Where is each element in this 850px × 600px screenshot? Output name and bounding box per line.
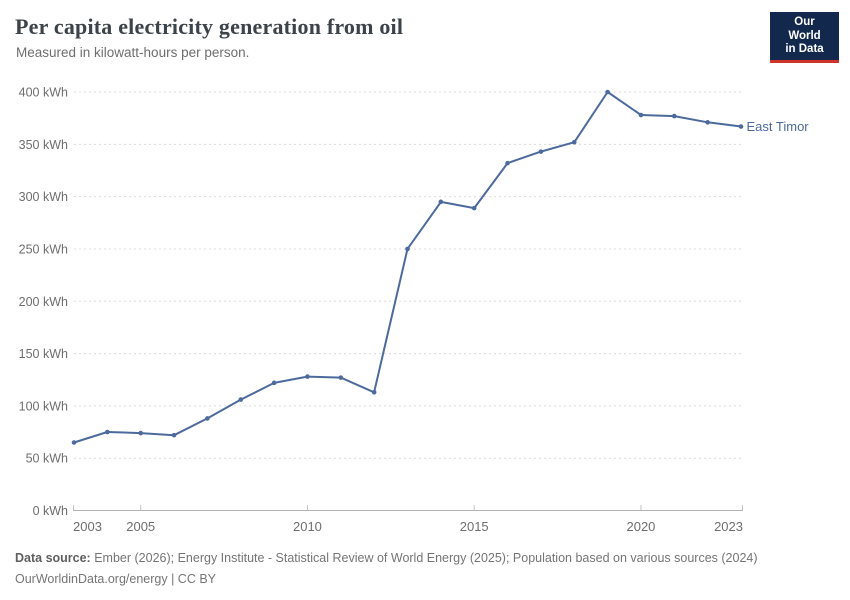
y-tick-label: 0 kWh (33, 504, 68, 518)
y-tick-label: 350 kWh (19, 138, 68, 152)
y-tick-label: 400 kWh (19, 86, 68, 100)
data-point-marker[interactable] (471, 205, 477, 211)
chart-canvas[interactable]: 0 kWh 50 kWh 100 kWh 150 kWh 200 kWh 250 kWh 3… (0, 0, 850, 545)
data-point-marker[interactable] (638, 112, 644, 118)
data-point-marker[interactable] (405, 246, 410, 252)
data-point-marker[interactable] (205, 416, 210, 421)
data-point-marker[interactable] (705, 120, 710, 125)
data-point-marker[interactable] (605, 89, 610, 95)
data-point-marker[interactable] (238, 397, 244, 402)
data-point-marker[interactable] (71, 440, 77, 445)
y-tick-label: 150 kWh (19, 347, 68, 361)
data-point-marker[interactable] (738, 124, 744, 129)
owid-logo[interactable]: Our World in Data (770, 12, 839, 63)
data-point-marker[interactable] (438, 199, 444, 205)
y-tick-label: 250 kWh (19, 242, 68, 256)
x-tick-label: 2005 (126, 519, 155, 534)
license-line: OurWorldinData.org/energy | CC BY (15, 572, 217, 586)
chart-footer: Data source: Ember (2026); Energy Instit… (15, 548, 758, 590)
data-point-marker[interactable] (338, 375, 344, 380)
data-source-text: Ember (2026); Energy Institute - Statist… (94, 551, 758, 565)
data-point-marker[interactable] (571, 139, 577, 145)
page-title: Per capita electricity generation from o… (15, 14, 404, 39)
data-source-label: Data source: (15, 551, 91, 565)
x-tick-label: 2023 (714, 519, 743, 534)
owid-logo-line2: in Data (785, 43, 824, 55)
data-source-line: Data source: Ember (2026); Energy Instit… (15, 548, 758, 569)
data-point-marker[interactable] (505, 160, 510, 166)
data-point-marker[interactable] (538, 149, 544, 154)
data-point-marker[interactable] (271, 380, 277, 386)
y-tick-label: 100 kWh (19, 399, 68, 413)
chart-subtitle: Measured in kilowatt-hours per person. (16, 45, 250, 60)
y-tick-label: 300 kWh (19, 190, 68, 204)
data-point-marker[interactable] (305, 374, 310, 379)
y-tick-label: 200 kWh (19, 295, 68, 309)
y-tick-label: 50 kWh (26, 452, 68, 466)
data-point-marker[interactable] (105, 429, 110, 435)
owid-logo-line1: Our World (788, 16, 821, 42)
series-end-label: East Timor (747, 119, 810, 134)
x-tick-label: 2020 (626, 519, 655, 534)
data-point-marker[interactable] (371, 389, 377, 395)
x-tick-label: 2010 (293, 519, 322, 534)
x-tick-label: 2015 (460, 519, 489, 534)
data-point-marker[interactable] (672, 113, 677, 119)
x-tick-label: 2003 (73, 519, 102, 534)
data-point-marker[interactable] (171, 432, 177, 438)
data-point-marker[interactable] (138, 430, 143, 436)
